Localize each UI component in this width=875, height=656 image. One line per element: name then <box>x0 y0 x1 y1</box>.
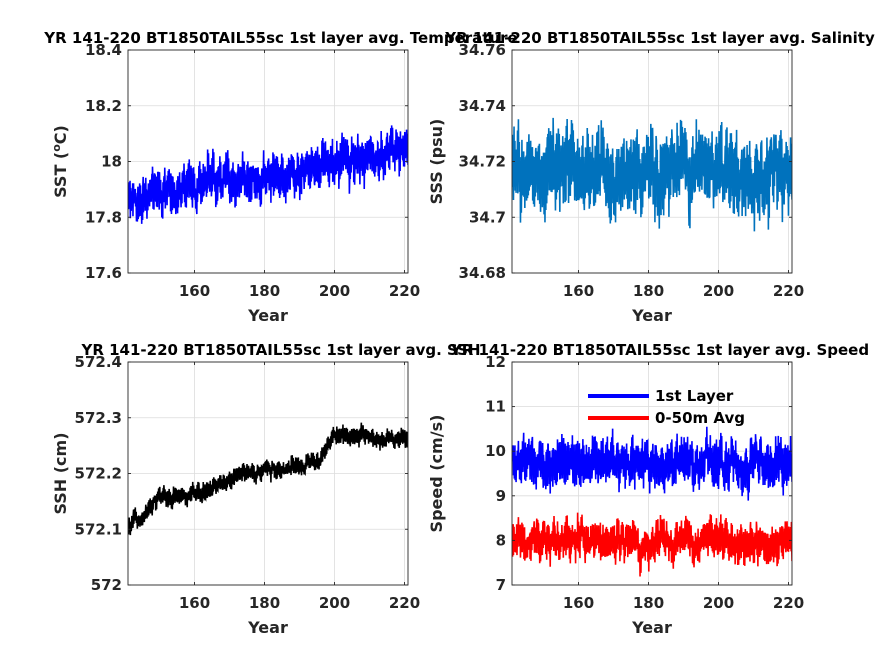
y-tick-label: 18.2 <box>85 97 122 115</box>
x-tick-label: 220 <box>389 282 420 300</box>
x-tick-label: 180 <box>633 594 664 612</box>
x-tick-label: 160 <box>563 594 594 612</box>
x-tick-label: 180 <box>249 282 280 300</box>
x-tick-label: 180 <box>633 282 664 300</box>
y-tick-label: 17.8 <box>85 208 122 226</box>
x-axis-label: Year <box>247 306 288 325</box>
x-tick-label: 180 <box>249 594 280 612</box>
y-axis-label: Speed (cm/s) <box>427 415 446 533</box>
y-tick-label: 572.2 <box>75 465 122 483</box>
y-tick-label: 7 <box>496 576 506 594</box>
x-axis-label: Year <box>631 306 672 325</box>
x-tick-label: 200 <box>703 282 734 300</box>
x-tick-label: 220 <box>773 594 804 612</box>
x-tick-label: 160 <box>563 282 594 300</box>
speed-panel: 160 180 200 220 7 8 9 10 11 12 Year Speed (cm/s) YR … <box>427 341 869 637</box>
y-tick-label: 10 <box>485 442 506 460</box>
salinity-panel: 160 180 200 220 34.68 34.7 34.72 34.74 34.76 Year… <box>427 29 875 325</box>
legend-label: 0-50m Avg <box>655 409 745 427</box>
y-axis-label: SSH (cm) <box>51 432 70 514</box>
y-tick-label: 572.3 <box>75 409 122 427</box>
y-tick-label: 34.74 <box>459 97 506 115</box>
y-axis-label: SSS (psu) <box>427 119 446 205</box>
y-tick-label: 34.7 <box>469 208 506 226</box>
x-tick-label: 220 <box>773 282 804 300</box>
legend-label: 1st Layer <box>655 387 734 405</box>
series-line-main <box>128 125 408 224</box>
y-tick-label: 34.68 <box>459 264 506 282</box>
x-tick-label: 160 <box>179 594 210 612</box>
y-tick-label: 18 <box>101 153 122 171</box>
chart-title: YR 141-220 BT1850TAIL55sc 1st layer avg.… <box>444 29 875 47</box>
temperature-panel: 160 180 200 220 17.6 17.8 18 18.2 18.4 Year SST (o… <box>43 29 517 325</box>
x-axis-label: Year <box>631 618 672 637</box>
x-tick-label: 200 <box>319 594 350 612</box>
legend: 1st Layer 0-50m Avg <box>588 387 745 427</box>
series-line-1st-layer <box>512 426 792 501</box>
series-line-0-50m-avg <box>512 512 792 577</box>
y-tick-label: 8 <box>496 531 506 549</box>
x-tick-label: 220 <box>389 594 420 612</box>
chart-title: YR 141-220 BT1850TAIL55sc 1st layer avg.… <box>43 29 517 47</box>
y-tick-label: 17.6 <box>85 264 122 282</box>
ssh-panel: 160 180 200 220 572 572.1 572.2 572.3 572.4 Year S… <box>51 341 481 637</box>
x-tick-label: 200 <box>319 282 350 300</box>
y-tick-label: 9 <box>496 487 506 505</box>
x-tick-label: 160 <box>179 282 210 300</box>
y-tick-label: 572.4 <box>75 353 122 371</box>
y-tick-label: 34.72 <box>459 153 506 171</box>
series-line-main <box>128 422 408 536</box>
y-tick-label: 572.1 <box>75 520 122 538</box>
y-tick-label: 34.76 <box>459 41 506 59</box>
axes-frame <box>511 361 793 586</box>
y-tick-label: 18.4 <box>85 41 122 59</box>
chart-title: YR 141-220 BT1850TAIL55sc 1st layer avg.… <box>450 341 869 359</box>
x-axis-label: Year <box>247 618 288 637</box>
y-tick-label: 12 <box>485 353 506 371</box>
y-tick-label: 572 <box>91 576 122 594</box>
chart-title: YR 141-220 BT1850TAIL55sc 1st layer avg.… <box>80 341 480 359</box>
series-line-main <box>512 117 792 232</box>
y-tick-label: 11 <box>485 398 506 416</box>
y-axis-label: SST (oC) <box>50 125 71 198</box>
x-tick-label: 200 <box>703 594 734 612</box>
